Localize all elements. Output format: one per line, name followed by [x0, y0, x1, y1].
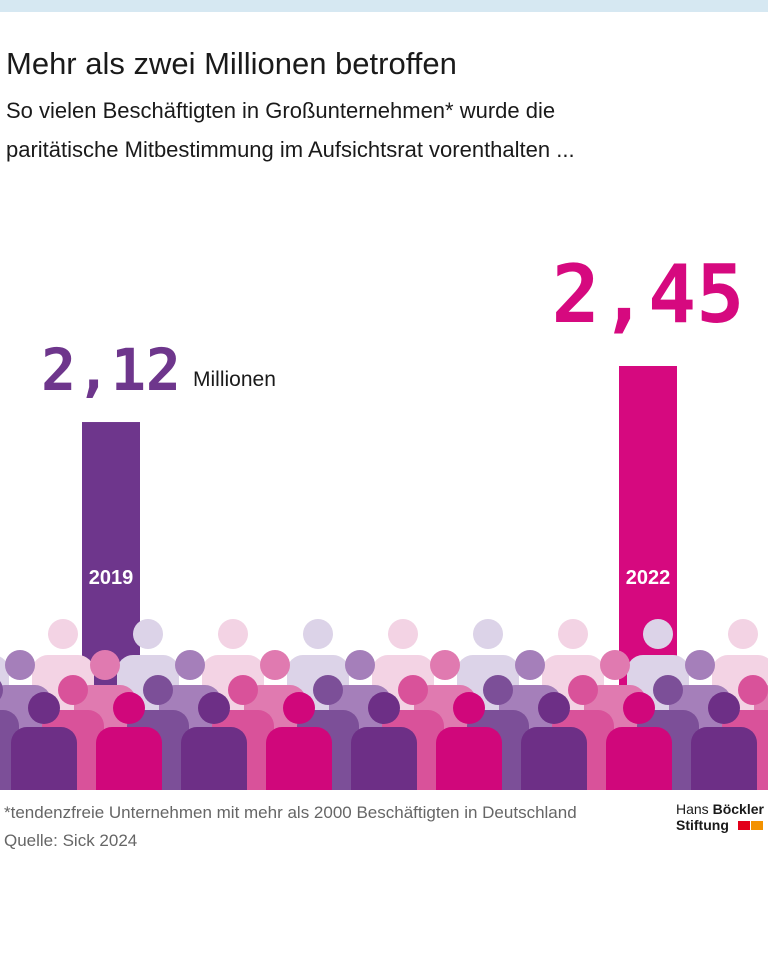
person-body-base: [436, 775, 502, 790]
person-head: [133, 619, 163, 649]
person-body-base: [181, 775, 247, 790]
person-body-base: [351, 775, 417, 790]
person-head: [515, 650, 545, 680]
person-head: [143, 675, 173, 705]
person-head: [388, 619, 418, 649]
person-head: [738, 675, 768, 705]
person-body-base: [691, 775, 757, 790]
person-head: [398, 675, 428, 705]
person-body: [606, 727, 672, 790]
person-head: [218, 619, 248, 649]
person-body-base: [521, 775, 587, 790]
person-head: [483, 675, 513, 705]
source: Quelle: Sick 2024: [4, 831, 137, 850]
crowd: [0, 619, 768, 790]
person-head: [228, 675, 258, 705]
person-body-base: [266, 775, 332, 790]
person-head: [175, 650, 205, 680]
person-head: [558, 619, 588, 649]
person-head: [368, 692, 400, 724]
person-head: [568, 675, 598, 705]
logo-part: Hans: [676, 801, 709, 817]
category-label: 2022: [626, 567, 671, 589]
logo-square: [738, 821, 750, 830]
person-head: [653, 675, 683, 705]
person-body: [181, 727, 247, 790]
person-head: [28, 692, 60, 724]
person-head: [600, 650, 630, 680]
person-head: [453, 692, 485, 724]
person-head: [538, 692, 570, 724]
logo-text: Hans Böckler: [676, 801, 764, 817]
person-head: [198, 692, 230, 724]
subtitle: paritätische Mitbestimmung im Aufsichtsr…: [6, 137, 575, 162]
person-head: [685, 650, 715, 680]
person-head: [643, 619, 673, 649]
person-body-base: [96, 775, 162, 790]
footnote: *tendenzfreie Unternehmen mit mehr als 2…: [4, 803, 577, 822]
person-body: [266, 727, 332, 790]
person-head: [5, 650, 35, 680]
person-head: [708, 692, 740, 724]
person-body: [436, 727, 502, 790]
person-head: [473, 619, 503, 649]
person-body: [96, 727, 162, 790]
person-head: [260, 650, 290, 680]
person-head: [313, 675, 343, 705]
value-label: 2,45: [552, 248, 745, 341]
person-head: [430, 650, 460, 680]
person-body: [691, 727, 757, 790]
person-head: [113, 692, 145, 724]
person-head: [623, 692, 655, 724]
person-head: [58, 675, 88, 705]
unit-label: Millionen: [193, 368, 276, 391]
logo-text: Stiftung: [676, 817, 729, 833]
person-body: [11, 727, 77, 790]
category-label: 2019: [89, 567, 134, 589]
logo-part: Böckler: [713, 801, 765, 817]
person-head: [345, 650, 375, 680]
person-head: [728, 619, 758, 649]
top-band: [0, 0, 768, 12]
chart-title: Mehr als zwei Millionen betroffen: [6, 46, 457, 81]
person-head: [283, 692, 315, 724]
person-head: [303, 619, 333, 649]
value-label: 2,12: [41, 336, 181, 404]
person-body: [521, 727, 587, 790]
person-body: [351, 727, 417, 790]
person-head: [90, 650, 120, 680]
subtitle: So vielen Beschäftigten in Großunternehm…: [6, 98, 555, 123]
person-head: [0, 681, 3, 699]
bars: 2019 2,12 2022 2,45: [41, 248, 744, 782]
logo-square: [751, 821, 763, 830]
person-body-base: [606, 775, 672, 790]
person-body-base: [11, 775, 77, 790]
person-head: [48, 619, 78, 649]
